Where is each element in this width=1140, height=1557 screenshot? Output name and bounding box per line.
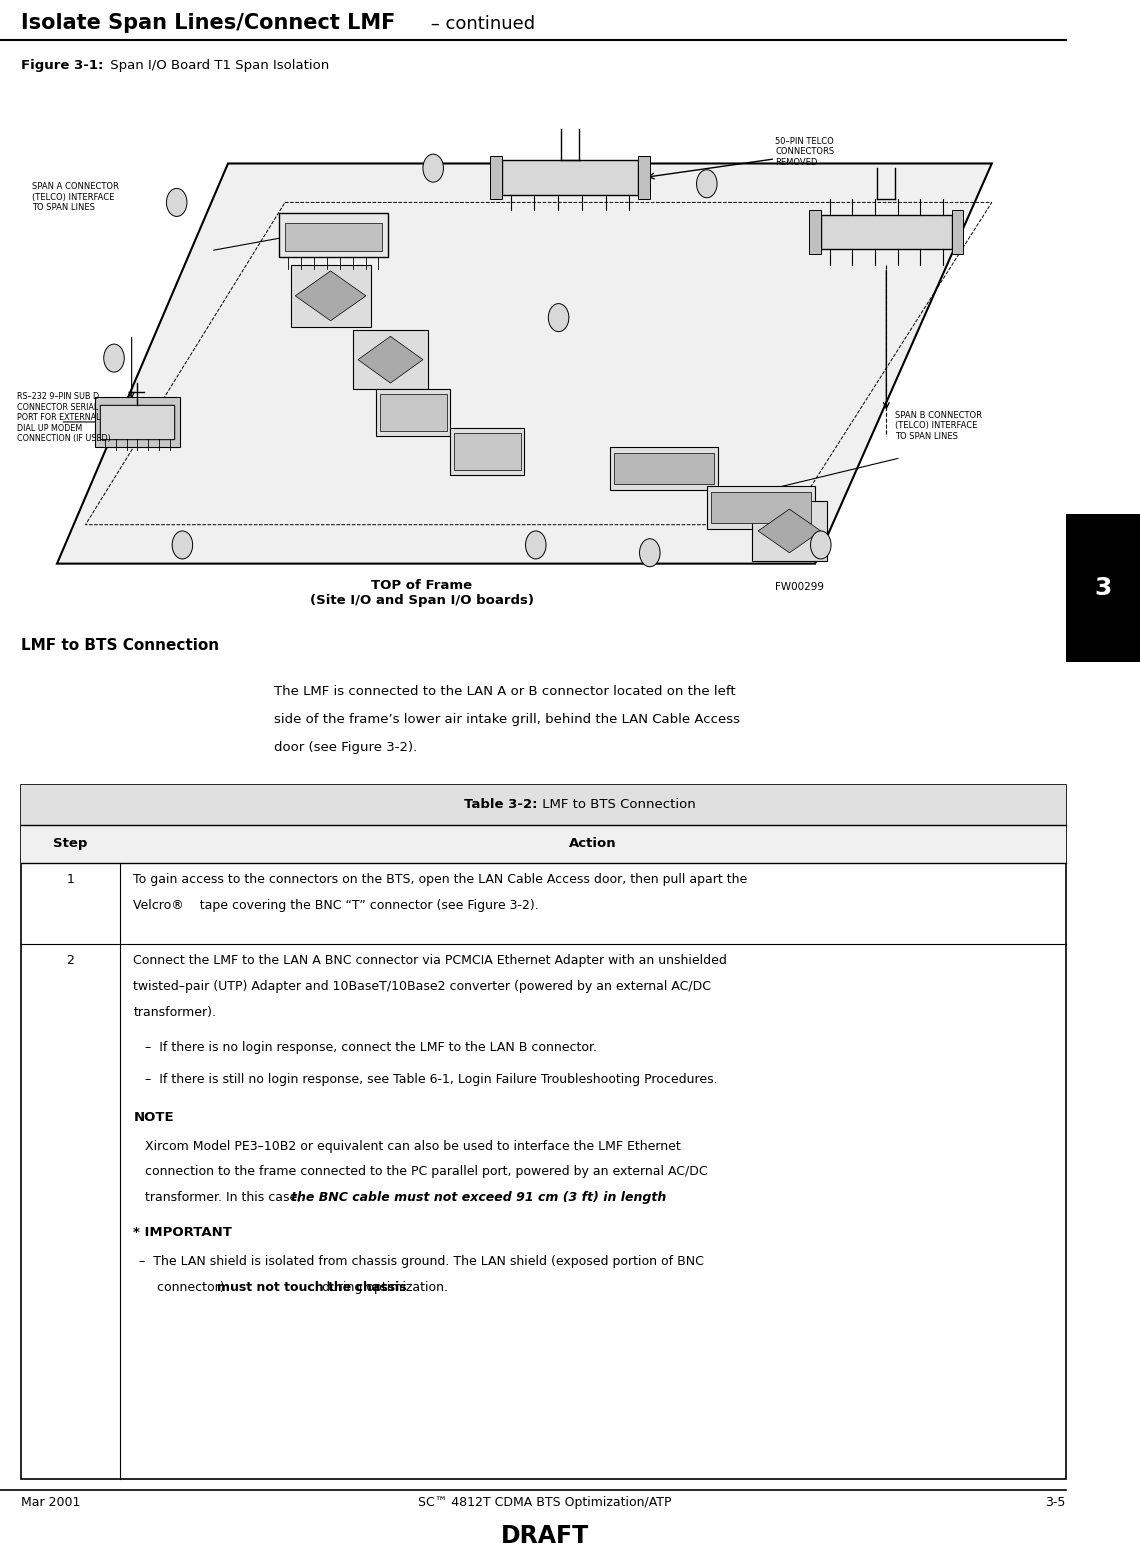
Bar	[100, 405, 174, 439]
Text: Isolate Span Lines/Connect LMF: Isolate Span Lines/Connect LMF	[21, 14, 394, 34]
Text: Figure 3-1:: Figure 3-1:	[21, 59, 103, 73]
Text: must not touch the chassis: must not touch the chassis	[217, 1281, 407, 1294]
Text: Velcro®    tape covering the BNC “T” connector (see Figure 3-2).: Velcro® tape covering the BNC “T” connec…	[133, 900, 539, 912]
Bar	[380, 394, 447, 431]
Text: – continued: – continued	[425, 16, 536, 34]
Bar	[752, 501, 826, 561]
Polygon shape	[358, 336, 423, 383]
Text: DRAFT: DRAFT	[500, 1524, 589, 1548]
Bar	[21, 825, 1066, 863]
Text: NOTE: NOTE	[133, 1112, 174, 1124]
Bar	[353, 330, 428, 389]
Text: transformer. In this case,: transformer. In this case,	[145, 1191, 306, 1204]
Bar	[21, 785, 1066, 1479]
Circle shape	[423, 154, 443, 182]
Bar	[450, 428, 524, 475]
Bar	[1066, 514, 1140, 662]
Bar	[821, 215, 952, 249]
Bar	[279, 213, 388, 257]
Bar	[95, 397, 180, 447]
Text: .: .	[494, 1191, 498, 1204]
Polygon shape	[295, 271, 366, 321]
Text: SC™ 4812T CDMA BTS Optimization/ATP: SC™ 4812T CDMA BTS Optimization/ATP	[418, 1496, 671, 1509]
Text: To gain access to the connectors on the BTS, open the LAN Cable Access door, the: To gain access to the connectors on the …	[133, 873, 748, 886]
Circle shape	[104, 344, 124, 372]
Circle shape	[811, 531, 831, 559]
Text: 1: 1	[66, 873, 74, 886]
Text: Mar 2001: Mar 2001	[21, 1496, 80, 1509]
Circle shape	[548, 304, 569, 332]
Bar	[454, 433, 521, 470]
Text: Connect the LMF to the LAN A BNC connector via PCMCIA Ethernet Adapter with an u: Connect the LMF to the LAN A BNC connect…	[133, 954, 727, 967]
Text: –  The LAN shield is isolated from chassis ground. The LAN shield (exposed porti: – The LAN shield is isolated from chassi…	[139, 1255, 705, 1267]
Text: LMF to BTS Connection: LMF to BTS Connection	[21, 638, 219, 654]
Circle shape	[640, 539, 660, 567]
Text: LMF to BTS Connection: LMF to BTS Connection	[538, 799, 695, 811]
Text: 50–PIN TELCO
CONNECTORS
REMOVED: 50–PIN TELCO CONNECTORS REMOVED	[775, 137, 834, 167]
Text: 2: 2	[66, 954, 74, 967]
Circle shape	[172, 531, 193, 559]
Circle shape	[166, 188, 187, 216]
Text: SPAN B CONNECTOR
(TELCO) INTERFACE
TO SPAN LINES: SPAN B CONNECTOR (TELCO) INTERFACE TO SP…	[895, 411, 982, 441]
Bar	[21, 785, 1066, 825]
Polygon shape	[758, 509, 821, 553]
Text: –  If there is still no login response, see Table 6-1, Login Failure Troubleshoo: – If there is still no login response, s…	[145, 1073, 717, 1085]
Text: 3: 3	[1094, 576, 1111, 599]
Bar	[285, 223, 382, 251]
Text: FW00299: FW00299	[775, 582, 824, 592]
Text: The LMF is connected to the LAN A or B connector located on the left: The LMF is connected to the LAN A or B c…	[274, 685, 735, 698]
Bar	[502, 160, 638, 195]
Text: Span I/O Board T1 Span Isolation: Span I/O Board T1 Span Isolation	[106, 59, 329, 73]
Bar	[100, 405, 174, 439]
Text: Step: Step	[52, 838, 88, 850]
Text: the BNC cable must not exceed 91 cm (3 ft) in length: the BNC cable must not exceed 91 cm (3 f…	[291, 1191, 666, 1204]
Text: side of the frame’s lower air intake grill, behind the LAN Cable Access: side of the frame’s lower air intake gri…	[274, 713, 740, 726]
Text: connector): connector)	[157, 1281, 229, 1294]
Text: during optimization.: during optimization.	[318, 1281, 448, 1294]
Text: Xircom Model PE3–10B2 or equivalent can also be used to interface the LMF Ethern: Xircom Model PE3–10B2 or equivalent can …	[145, 1140, 681, 1152]
Text: Action: Action	[569, 838, 617, 850]
Text: –  If there is no login response, connect the LMF to the LAN B connector.: – If there is no login response, connect…	[145, 1042, 596, 1054]
Polygon shape	[57, 163, 992, 564]
Text: * IMPORTANT: * IMPORTANT	[133, 1227, 233, 1239]
Text: Table 3-2:: Table 3-2:	[464, 799, 538, 811]
Bar	[952, 210, 963, 254]
Bar	[610, 447, 718, 490]
Text: connection to the frame connected to the PC parallel port, powered by an externa: connection to the frame connected to the…	[145, 1166, 708, 1179]
Bar	[809, 210, 821, 254]
Bar	[376, 389, 450, 436]
Bar	[638, 156, 650, 199]
Bar	[711, 492, 811, 523]
Text: transformer).: transformer).	[133, 1006, 217, 1018]
Text: door (see Figure 3-2).: door (see Figure 3-2).	[274, 741, 417, 754]
Bar	[707, 486, 815, 529]
Text: twisted–pair (UTP) Adapter and 10BaseT/10Base2 converter (powered by an external: twisted–pair (UTP) Adapter and 10BaseT/1…	[133, 981, 711, 993]
Text: 3-5: 3-5	[1045, 1496, 1066, 1509]
Circle shape	[697, 170, 717, 198]
Text: RS–232 9–PIN SUB D
CONNECTOR SERIAL
PORT FOR EXTERNAL
DIAL UP MODEM
CONNECTION (: RS–232 9–PIN SUB D CONNECTOR SERIAL PORT…	[17, 392, 111, 442]
Circle shape	[526, 531, 546, 559]
Text: SPAN A CONNECTOR
(TELCO) INTERFACE
TO SPAN LINES: SPAN A CONNECTOR (TELCO) INTERFACE TO SP…	[32, 182, 119, 212]
Text: TOP of Frame
(Site I/O and Span I/O boards): TOP of Frame (Site I/O and Span I/O boar…	[310, 579, 534, 607]
Bar	[291, 265, 370, 327]
Bar	[490, 156, 502, 199]
Bar	[614, 453, 714, 484]
